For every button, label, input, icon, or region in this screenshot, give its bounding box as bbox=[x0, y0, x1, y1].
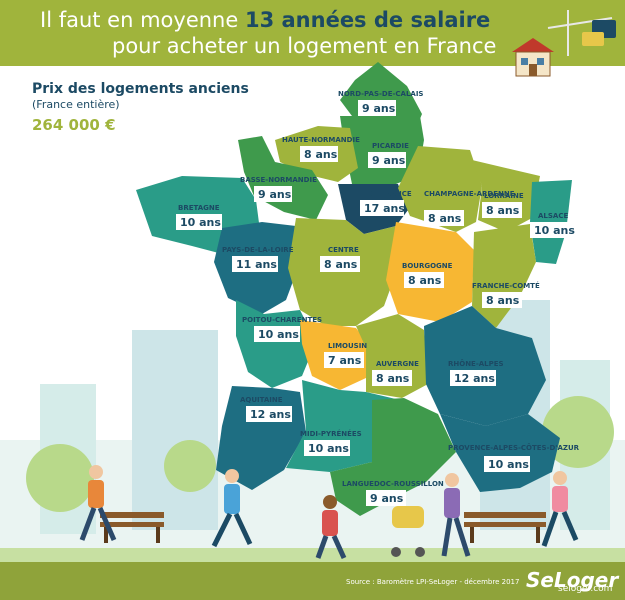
price-value: 264 000 € bbox=[32, 116, 116, 134]
region-languedoc-roussillon bbox=[330, 398, 456, 516]
region-years: 10 ans bbox=[308, 442, 349, 455]
region-name: CHAMPAGNE-ARDENNE bbox=[424, 190, 515, 198]
label-picardie: PICARDIE 9 ans bbox=[368, 142, 409, 168]
region-name: AUVERGNE bbox=[376, 360, 419, 368]
region-years: 7 ans bbox=[328, 354, 362, 367]
region-name: PAYS-DE-LA-LOIRE bbox=[222, 246, 294, 254]
headline-line-1: Il faut en moyenne 13 années de salaire bbox=[40, 8, 490, 32]
region-years: 9 ans bbox=[370, 492, 404, 505]
region-years: 10 ans bbox=[258, 328, 299, 341]
region-years: 12 ans bbox=[250, 408, 291, 421]
stroller-figure bbox=[391, 473, 471, 557]
girl-runner-figure bbox=[541, 471, 579, 547]
price-title: Prix des logements anciens bbox=[32, 81, 249, 97]
label-bretagne: BRETAGNE 10 ans bbox=[176, 204, 222, 230]
label-aquitaine: AQUITAINE 12 ans bbox=[240, 396, 292, 422]
region-name: PICARDIE bbox=[372, 142, 409, 150]
runner-figure bbox=[79, 465, 117, 542]
region-name: ÎLE-DE-FRANCE bbox=[352, 189, 412, 198]
region-years: 8 ans bbox=[486, 204, 520, 217]
footer-bar bbox=[0, 562, 625, 600]
region-name: NORD-PAS-DE-CALAIS bbox=[338, 90, 423, 98]
label-alsace: ALSACE 10 ans bbox=[530, 212, 576, 238]
region-years: 10 ans bbox=[488, 458, 529, 471]
region-years: 17 ans bbox=[364, 202, 405, 215]
region-years: 8 ans bbox=[376, 372, 410, 385]
region-name: PROVENCE-ALPES-CÔTES-D'AZUR bbox=[448, 443, 580, 452]
region-years: 9 ans bbox=[372, 154, 406, 167]
label-ile-de-france: ÎLE-DE-FRANCE 17 ans bbox=[352, 189, 412, 216]
label-languedoc-roussillon: LANGUEDOC-ROUSSILLON 9 ans bbox=[342, 480, 444, 506]
park-bench-left bbox=[100, 512, 164, 543]
seloger-logo: SeLoger bbox=[526, 568, 619, 592]
headline-prefix: Il faut en moyenne bbox=[40, 8, 245, 32]
region-name: LANGUEDOC-ROUSSILLON bbox=[342, 480, 444, 488]
region-name: MIDI-PYRÉNÉES bbox=[300, 429, 362, 438]
region-rhone-alpes bbox=[424, 306, 546, 426]
region-years: 8 ans bbox=[324, 258, 358, 271]
region-years: 9 ans bbox=[362, 102, 396, 115]
house-icon bbox=[512, 38, 554, 77]
region-years: 8 ans bbox=[428, 212, 462, 225]
region-name: AQUITAINE bbox=[240, 396, 283, 404]
headline-line-2: pour acheter un logement en France bbox=[112, 34, 497, 58]
park-bench-right bbox=[464, 512, 546, 543]
label-provence-alpes-cote-dazur: PROVENCE-ALPES-CÔTES-D'AZUR 10 ans bbox=[448, 443, 580, 472]
region-poitou-charentes bbox=[236, 300, 316, 388]
region-name: FRANCHE-COMTÉ bbox=[472, 281, 540, 290]
label-basse-normandie: BASSE-NORMANDIE 9 ans bbox=[240, 176, 317, 202]
region-years: 10 ans bbox=[534, 224, 575, 237]
label-lorraine: LORRAINE 8 ans bbox=[482, 192, 524, 218]
region-years: 8 ans bbox=[408, 274, 442, 287]
region-years: 8 ans bbox=[486, 294, 520, 307]
region-name: LIMOUSIN bbox=[328, 342, 367, 350]
region-years: 10 ans bbox=[180, 216, 221, 229]
label-haute-normandie: HAUTE-NORMANDIE 8 ans bbox=[282, 136, 360, 162]
region-years: 9 ans bbox=[258, 188, 292, 201]
region-name: LORRAINE bbox=[484, 192, 524, 200]
label-pays-de-la-loire: PAYS-DE-LA-LOIRE 11 ans bbox=[222, 246, 294, 272]
region-name: ALSACE bbox=[538, 212, 568, 220]
label-champagne-ardenne: CHAMPAGNE-ARDENNE 8 ans bbox=[424, 190, 515, 226]
label-limousin: LIMOUSIN 7 ans bbox=[324, 342, 367, 368]
region-name: BASSE-NORMANDIE bbox=[240, 176, 317, 184]
label-midi-pyrenees: MIDI-PYRÉNÉES 10 ans bbox=[300, 429, 362, 456]
region-name: BRETAGNE bbox=[178, 204, 220, 212]
label-poitou-charentes: POITOU-CHARENTES 10 ans bbox=[242, 316, 322, 342]
region-name: RHÔNE-ALPES bbox=[448, 359, 504, 368]
region-years: 8 ans bbox=[304, 148, 338, 161]
label-franche-comte: FRANCHE-COMTÉ 8 ans bbox=[472, 281, 540, 308]
region-years: 12 ans bbox=[454, 372, 495, 385]
headline-highlight: 13 années de salaire bbox=[244, 8, 491, 32]
jogger-figure bbox=[211, 469, 253, 548]
region-name: BOURGOGNE bbox=[402, 262, 453, 270]
watermark-text: seloger.com bbox=[558, 584, 613, 594]
label-rhone-alpes: RHÔNE-ALPES 12 ans bbox=[448, 359, 504, 386]
region-years: 11 ans bbox=[236, 258, 277, 271]
scale-icon bbox=[547, 10, 616, 56]
region-name: HAUTE-NORMANDIE bbox=[282, 136, 360, 144]
label-nord-pas-de-calais: NORD-PAS-DE-CALAIS 9 ans bbox=[338, 90, 423, 116]
region-provence-alpes-cote-dazur bbox=[440, 414, 560, 492]
label-bourgogne: BOURGOGNE 8 ans bbox=[402, 262, 453, 288]
walker-figure bbox=[315, 495, 347, 560]
label-auvergne: AUVERGNE 8 ans bbox=[372, 360, 419, 386]
region-name: POITOU-CHARENTES bbox=[242, 316, 322, 324]
label-centre: CENTRE 8 ans bbox=[320, 246, 360, 272]
region-name: CENTRE bbox=[328, 246, 359, 254]
price-subtitle: (France entière) bbox=[32, 98, 120, 111]
source-note: Source : Baromètre LPI-SeLoger - décembr… bbox=[346, 578, 520, 586]
